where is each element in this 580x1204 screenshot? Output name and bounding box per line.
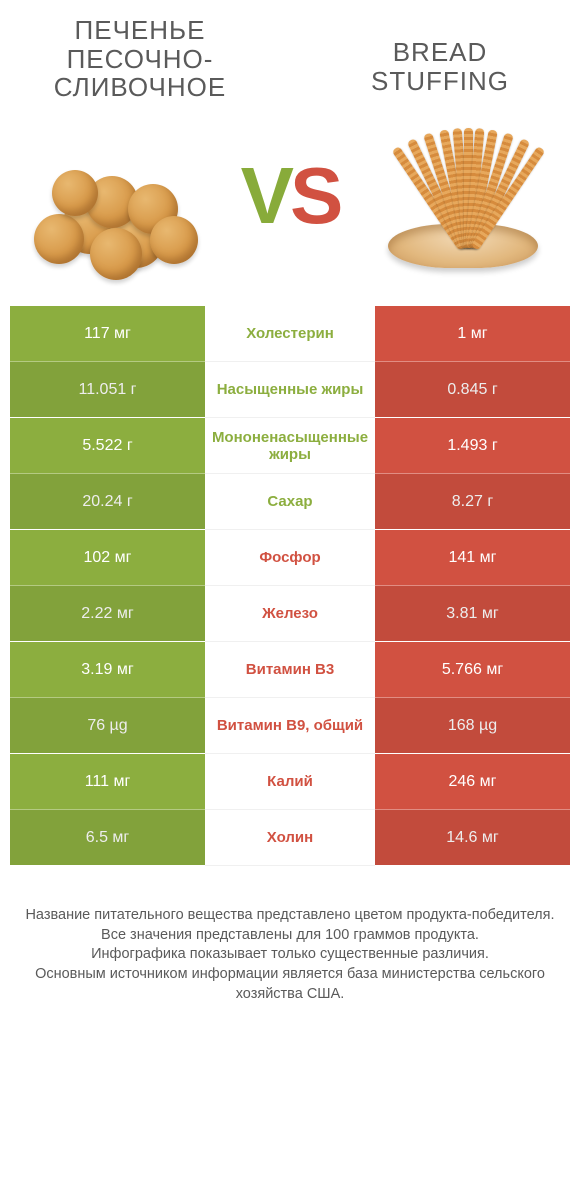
right-value: 5.766 мг — [375, 642, 570, 698]
nutrient-label: Фосфор — [205, 530, 375, 586]
table-row: 102 мгФосфор141 мг — [10, 530, 570, 586]
vs-v: V — [241, 151, 290, 240]
left-value: 111 мг — [10, 754, 205, 810]
left-value: 20.24 г — [10, 474, 205, 530]
left-value: 6.5 мг — [10, 810, 205, 866]
footnotes: Название питательного вещества представл… — [0, 896, 580, 1034]
table-row: 20.24 гСахар8.27 г — [10, 474, 570, 530]
table-row: 2.22 мгЖелезо3.81 мг — [10, 586, 570, 642]
table-row: 76 µgВитамин B9, общий168 µg — [10, 698, 570, 754]
left-value: 11.051 г — [10, 362, 205, 418]
nutrient-label: Железо — [205, 586, 375, 642]
nutrient-label: Калий — [205, 754, 375, 810]
left-value: 117 мг — [10, 306, 205, 362]
nutrient-label: Сахар — [205, 474, 375, 530]
nutrition-table: 117 мгХолестерин1 мг11.051 гНасыщенные ж… — [10, 306, 570, 867]
right-value: 3.81 мг — [375, 586, 570, 642]
right-value: 141 мг — [375, 530, 570, 586]
right-value: 14.6 мг — [375, 810, 570, 866]
right-value: 168 µg — [375, 698, 570, 754]
table-row: 117 мгХолестерин1 мг — [10, 306, 570, 362]
footnote-line: Все значения представлены для 100 граммо… — [20, 926, 560, 946]
right-value: 0.845 г — [375, 362, 570, 418]
left-value: 102 мг — [10, 530, 205, 586]
left-value: 76 µg — [10, 698, 205, 754]
nutrient-label: Витамин B9, общий — [205, 698, 375, 754]
header: Печенье песочно-сливочное Bread stuffing — [0, 0, 580, 110]
footnote-line: Основным источником информации является … — [20, 965, 560, 1004]
nutrient-label: Холин — [205, 810, 375, 866]
vs-s: S — [290, 151, 339, 240]
right-product-image — [370, 116, 560, 276]
left-value: 2.22 мг — [10, 586, 205, 642]
table-row: 5.522 гМононенасыщенные жиры1.493 г — [10, 418, 570, 474]
left-value: 3.19 мг — [10, 642, 205, 698]
left-value: 5.522 г — [10, 418, 205, 474]
nutrient-label: Холестерин — [205, 306, 375, 362]
right-value: 1.493 г — [375, 418, 570, 474]
nutrient-label: Мононенасыщенные жиры — [205, 418, 375, 474]
right-product-title: Bread stuffing — [320, 38, 560, 95]
left-product-title: Печенье песочно-сливочное — [20, 16, 260, 102]
footnote-line: Инфографика показывает только существенн… — [20, 945, 560, 965]
table-row: 111 мгКалий246 мг — [10, 754, 570, 810]
hero-row: VS — [0, 110, 580, 306]
right-value: 1 мг — [375, 306, 570, 362]
vs-label: VS — [241, 156, 340, 236]
table-row: 11.051 гНасыщенные жиры0.845 г — [10, 362, 570, 418]
right-value: 246 мг — [375, 754, 570, 810]
table-row: 6.5 мгХолин14.6 мг — [10, 810, 570, 866]
nutrient-label: Витамин B3 — [205, 642, 375, 698]
footnote-line: Название питательного вещества представл… — [20, 906, 560, 926]
nutrient-label: Насыщенные жиры — [205, 362, 375, 418]
comparison-infographic: Печенье песочно-сливочное Bread stuffing… — [0, 0, 580, 1034]
left-product-image — [20, 116, 210, 276]
table-row: 3.19 мгВитамин B35.766 мг — [10, 642, 570, 698]
right-value: 8.27 г — [375, 474, 570, 530]
